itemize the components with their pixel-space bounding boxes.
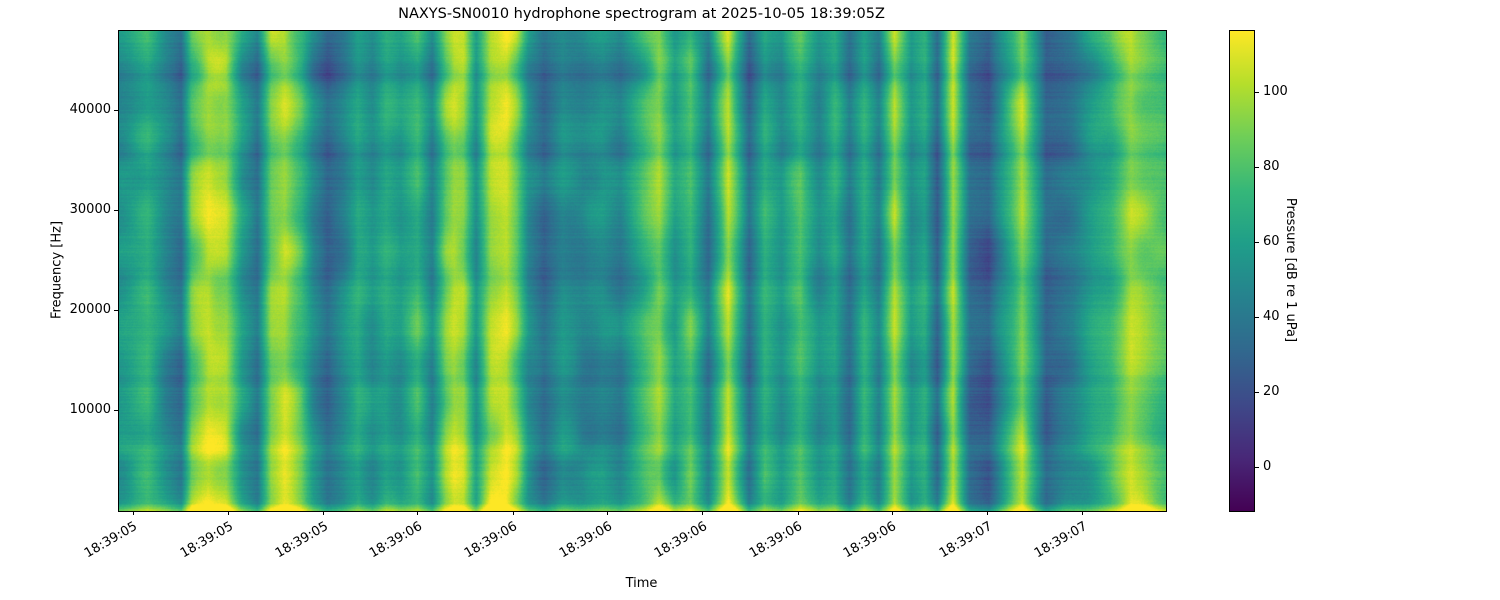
plot-area	[118, 30, 1167, 512]
colorbar-tick-mark	[1255, 391, 1259, 393]
colorbar-tick-label: 20	[1263, 383, 1280, 399]
y-tick-mark	[114, 110, 118, 111]
colorbar-tick-label: 60	[1263, 233, 1280, 249]
x-tick-mark	[891, 511, 893, 515]
x-tick-mark	[417, 511, 419, 515]
x-tick-mark	[1082, 511, 1084, 515]
colorbar-tick-mark	[1255, 466, 1259, 468]
colorbar-tick-mark	[1255, 166, 1259, 168]
y-tick-label: 20000	[69, 302, 111, 317]
x-tick-mark	[227, 511, 229, 515]
x-tick-mark	[132, 511, 134, 515]
y-tick-label: 40000	[69, 102, 111, 117]
y-tick-label: 10000	[69, 402, 111, 417]
y-axis-label: Frequency [Hz]	[49, 220, 65, 320]
x-tick-mark	[606, 511, 608, 515]
x-tick-mark	[323, 511, 325, 515]
y-tick-mark	[114, 410, 118, 411]
plot-title: NAXYS-SN0010 hydrophone spectrogram at 2…	[398, 6, 885, 22]
colorbar-tick-label: 0	[1263, 458, 1272, 474]
y-tick-label: 30000	[69, 202, 111, 217]
colorbar	[1229, 30, 1255, 512]
colorbar-tick-label: 80	[1263, 158, 1280, 174]
x-tick-mark	[512, 511, 514, 515]
colorbar-tick-label: 40	[1263, 308, 1280, 324]
x-axis-label: Time	[625, 576, 658, 591]
colorbar-tick-label: 100	[1263, 83, 1288, 99]
x-tick-mark	[797, 511, 799, 515]
colorbar-tick-mark	[1255, 316, 1259, 318]
spectrogram-heatmap	[119, 31, 1166, 511]
y-tick-mark	[114, 210, 118, 211]
colorbar-tick-mark	[1255, 241, 1259, 243]
colorbar-tick-mark	[1255, 91, 1259, 93]
x-tick-mark	[987, 511, 988, 515]
y-tick-mark	[114, 310, 118, 311]
colorbar-label: Pressure [dB re 1 uPa]	[1283, 197, 1298, 343]
x-tick-mark	[702, 511, 704, 515]
